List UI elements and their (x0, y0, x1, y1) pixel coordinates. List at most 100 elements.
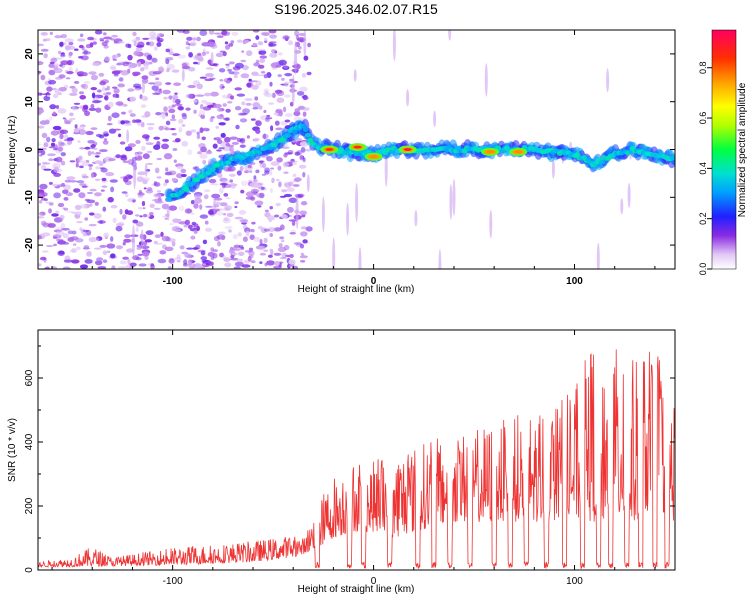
noise-speck (171, 114, 176, 120)
noise-speck (132, 255, 140, 261)
noise-speck (224, 205, 232, 211)
noise-speck (91, 92, 96, 99)
noise-speck (243, 259, 250, 264)
noise-speck (88, 107, 97, 111)
noise-speck (166, 63, 176, 70)
noise-speck (221, 180, 230, 184)
noise-speck (150, 34, 159, 37)
noise-speck (240, 59, 247, 63)
noise-speck (188, 67, 196, 72)
noise-speck (137, 192, 145, 197)
noise-speck (223, 117, 230, 121)
colorbar-tick-label: 0.2 (698, 212, 708, 225)
noise-speck (46, 94, 51, 98)
noise-speck (187, 224, 193, 230)
snr-ytick-label: 0 (24, 567, 35, 573)
noise-speck (90, 127, 98, 130)
noise-speck (252, 102, 261, 109)
noise-speck (65, 77, 71, 80)
noise-speck (61, 189, 69, 195)
noise-speck (156, 176, 162, 179)
noise-speck (199, 127, 204, 134)
noise-speck (192, 99, 198, 103)
noise-speck (137, 171, 146, 176)
noise-speck (38, 162, 42, 166)
noise-streak (140, 229, 144, 250)
noise-speck (57, 184, 66, 188)
spectrogram-ytick-label: 0 (24, 146, 35, 152)
snr-panel: -100 0 100 0 200 400 600 Height of straight li… (7, 329, 676, 595)
noise-speck (279, 224, 285, 231)
noise-speck (278, 59, 287, 66)
snr-xtick-label: 0 (371, 576, 377, 587)
noise-speck (75, 162, 79, 168)
noise-speck (164, 179, 169, 184)
noise-speck (119, 260, 127, 265)
noise-speck (246, 50, 253, 57)
noise-speck (264, 93, 273, 98)
noise-speck (253, 236, 261, 242)
noise-speck (132, 71, 141, 76)
noise-speck (96, 257, 104, 262)
noise-speck (69, 112, 74, 117)
noise-speck (141, 75, 149, 80)
noise-speck (113, 128, 121, 131)
noise-speck (47, 153, 56, 157)
noise-speck (58, 50, 62, 55)
spectrogram-xtick-label: 100 (566, 276, 583, 287)
noise-speck (173, 159, 177, 163)
noise-speck (148, 82, 155, 85)
noise-speck (207, 41, 217, 47)
noise-speck (82, 229, 89, 233)
noise-speck (84, 146, 91, 150)
noise-speck (245, 230, 250, 237)
noise-speck (95, 151, 102, 155)
noise-speck (216, 149, 222, 152)
noise-speck (79, 227, 83, 231)
noise-speck (124, 234, 131, 239)
noise-speck (147, 187, 153, 192)
noise-speck (141, 200, 146, 207)
colorbar-label: Normalized spectral amplitude (737, 82, 748, 217)
noise-speck (263, 133, 267, 140)
noise-speck (38, 61, 44, 66)
noise-speck (98, 72, 105, 77)
noise-speck (162, 89, 171, 95)
noise-speck (233, 74, 238, 79)
noise-speck (190, 200, 195, 205)
ridge-cell (304, 132, 311, 138)
noise-streak (448, 30, 452, 41)
noise-speck (237, 39, 243, 43)
noise-speck (210, 91, 219, 97)
noise-speck (112, 58, 118, 61)
noise-speck (164, 246, 174, 252)
noise-speck (267, 227, 276, 233)
noise-speck (176, 254, 181, 259)
noise-speck (80, 33, 84, 38)
noise-speck (153, 46, 158, 51)
noise-speck (96, 89, 102, 93)
noise-speck (203, 194, 209, 200)
noise-speck (142, 153, 150, 160)
noise-speck (277, 74, 282, 78)
noise-speck (125, 43, 131, 48)
noise-speck (233, 266, 241, 269)
noise-speck (128, 109, 133, 114)
noise-speck (71, 259, 80, 264)
noise-speck (66, 176, 76, 181)
noise-speck (260, 227, 268, 234)
noise-speck (193, 203, 199, 209)
noise-speck (40, 48, 49, 52)
noise-speck (283, 171, 289, 174)
peak-core (353, 145, 362, 149)
noise-speck (194, 193, 202, 199)
noise-speck (238, 210, 247, 215)
noise-speck (269, 169, 273, 176)
noise-speck (140, 104, 147, 108)
noise-speck (94, 178, 101, 181)
noise-speck (122, 242, 126, 246)
noise-speck (55, 226, 63, 230)
noise-speck (269, 187, 273, 194)
noise-speck (91, 72, 96, 77)
noise-speck (218, 231, 226, 235)
